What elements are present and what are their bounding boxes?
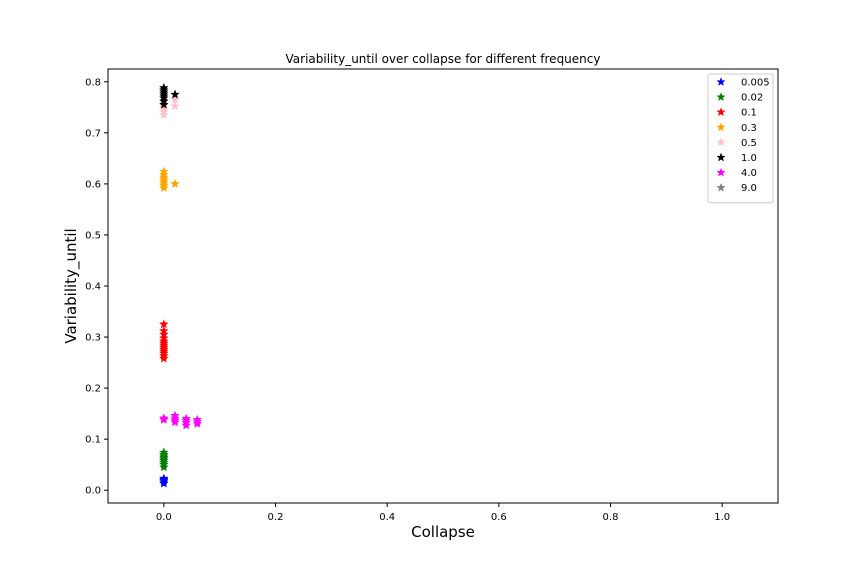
data-point <box>158 447 169 457</box>
data-point <box>158 473 169 483</box>
x-tick-label: 0.2 <box>268 512 284 523</box>
chart-title: Variability_until over collapse for diff… <box>286 52 601 66</box>
legend-label: 0.02 <box>741 93 763 104</box>
data-point <box>158 169 169 179</box>
legend-marker <box>716 107 726 117</box>
data-point <box>158 413 169 423</box>
legend: 0.005 0.02 0.1 0.3 0.5 1.0 4.0 9.0 <box>707 73 774 204</box>
legend-marker <box>716 167 726 177</box>
data-point <box>158 96 169 106</box>
y-tick-label: 0.3 <box>85 333 101 344</box>
series-0-005 <box>158 473 169 488</box>
legend-label: 0.005 <box>741 78 770 89</box>
data-point <box>158 325 169 336</box>
axes-frame <box>107 68 779 504</box>
data-point <box>158 329 169 339</box>
legend-marker <box>716 77 726 86</box>
x-axis-ticks: 0.0 0.2 0.4 0.6 0.8 1.0 <box>156 503 730 523</box>
legend-label: 9.0 <box>741 183 757 194</box>
series-4-0 <box>158 410 203 430</box>
y-axis-label: Variability_until <box>62 228 81 343</box>
legend-label: 4.0 <box>741 168 757 179</box>
legend-label: 0.1 <box>741 108 757 119</box>
x-tick-label: 1.0 <box>714 512 730 523</box>
data-point <box>158 319 169 329</box>
x-axis-label: Collapse <box>411 523 475 541</box>
x-tick-label: 0.4 <box>379 512 395 523</box>
data-point <box>170 94 180 104</box>
data-point <box>158 332 169 343</box>
legend-label: 0.5 <box>741 138 757 149</box>
legend-label: 0.3 <box>741 123 757 134</box>
data-point <box>170 178 180 189</box>
y-tick-label: 0.8 <box>85 77 101 88</box>
data-point <box>170 101 180 111</box>
data-point <box>158 99 169 109</box>
x-tick-label: 0.6 <box>491 512 507 523</box>
legend-marker <box>716 137 726 147</box>
y-tick-label: 0.0 <box>85 486 101 497</box>
series-1-0 <box>158 82 180 109</box>
legend-marker <box>716 92 726 102</box>
series-0-1 <box>158 319 169 363</box>
legend-marker <box>716 122 726 132</box>
y-tick-label: 0.6 <box>85 179 101 190</box>
legend-label: 1.0 <box>741 153 757 164</box>
legend-box <box>707 73 774 204</box>
series-0-02 <box>158 447 169 472</box>
y-tick-label: 0.1 <box>85 435 101 446</box>
y-tick-label: 0.4 <box>85 282 101 293</box>
data-point <box>158 166 169 176</box>
y-tick-label: 0.2 <box>85 384 101 395</box>
y-tick-label: 0.5 <box>85 230 101 241</box>
y-axis-ticks: 0.0 0.1 0.2 0.3 0.4 0.5 0.6 0.7 0.8 <box>85 77 108 497</box>
data-point <box>158 336 169 346</box>
series-0-3 <box>158 166 180 193</box>
legend-marker <box>716 152 726 162</box>
data-point <box>158 106 169 116</box>
x-tick-label: 0.8 <box>603 512 619 523</box>
data-point <box>192 414 203 424</box>
data-point <box>170 410 180 420</box>
data-point <box>158 82 169 93</box>
data-point <box>181 413 192 423</box>
plot-area <box>158 82 203 488</box>
data-point <box>158 109 169 120</box>
x-tick-label: 0.0 <box>156 512 172 523</box>
legend-marker <box>716 182 726 192</box>
data-point <box>170 89 180 99</box>
y-tick-label: 0.7 <box>85 128 101 139</box>
